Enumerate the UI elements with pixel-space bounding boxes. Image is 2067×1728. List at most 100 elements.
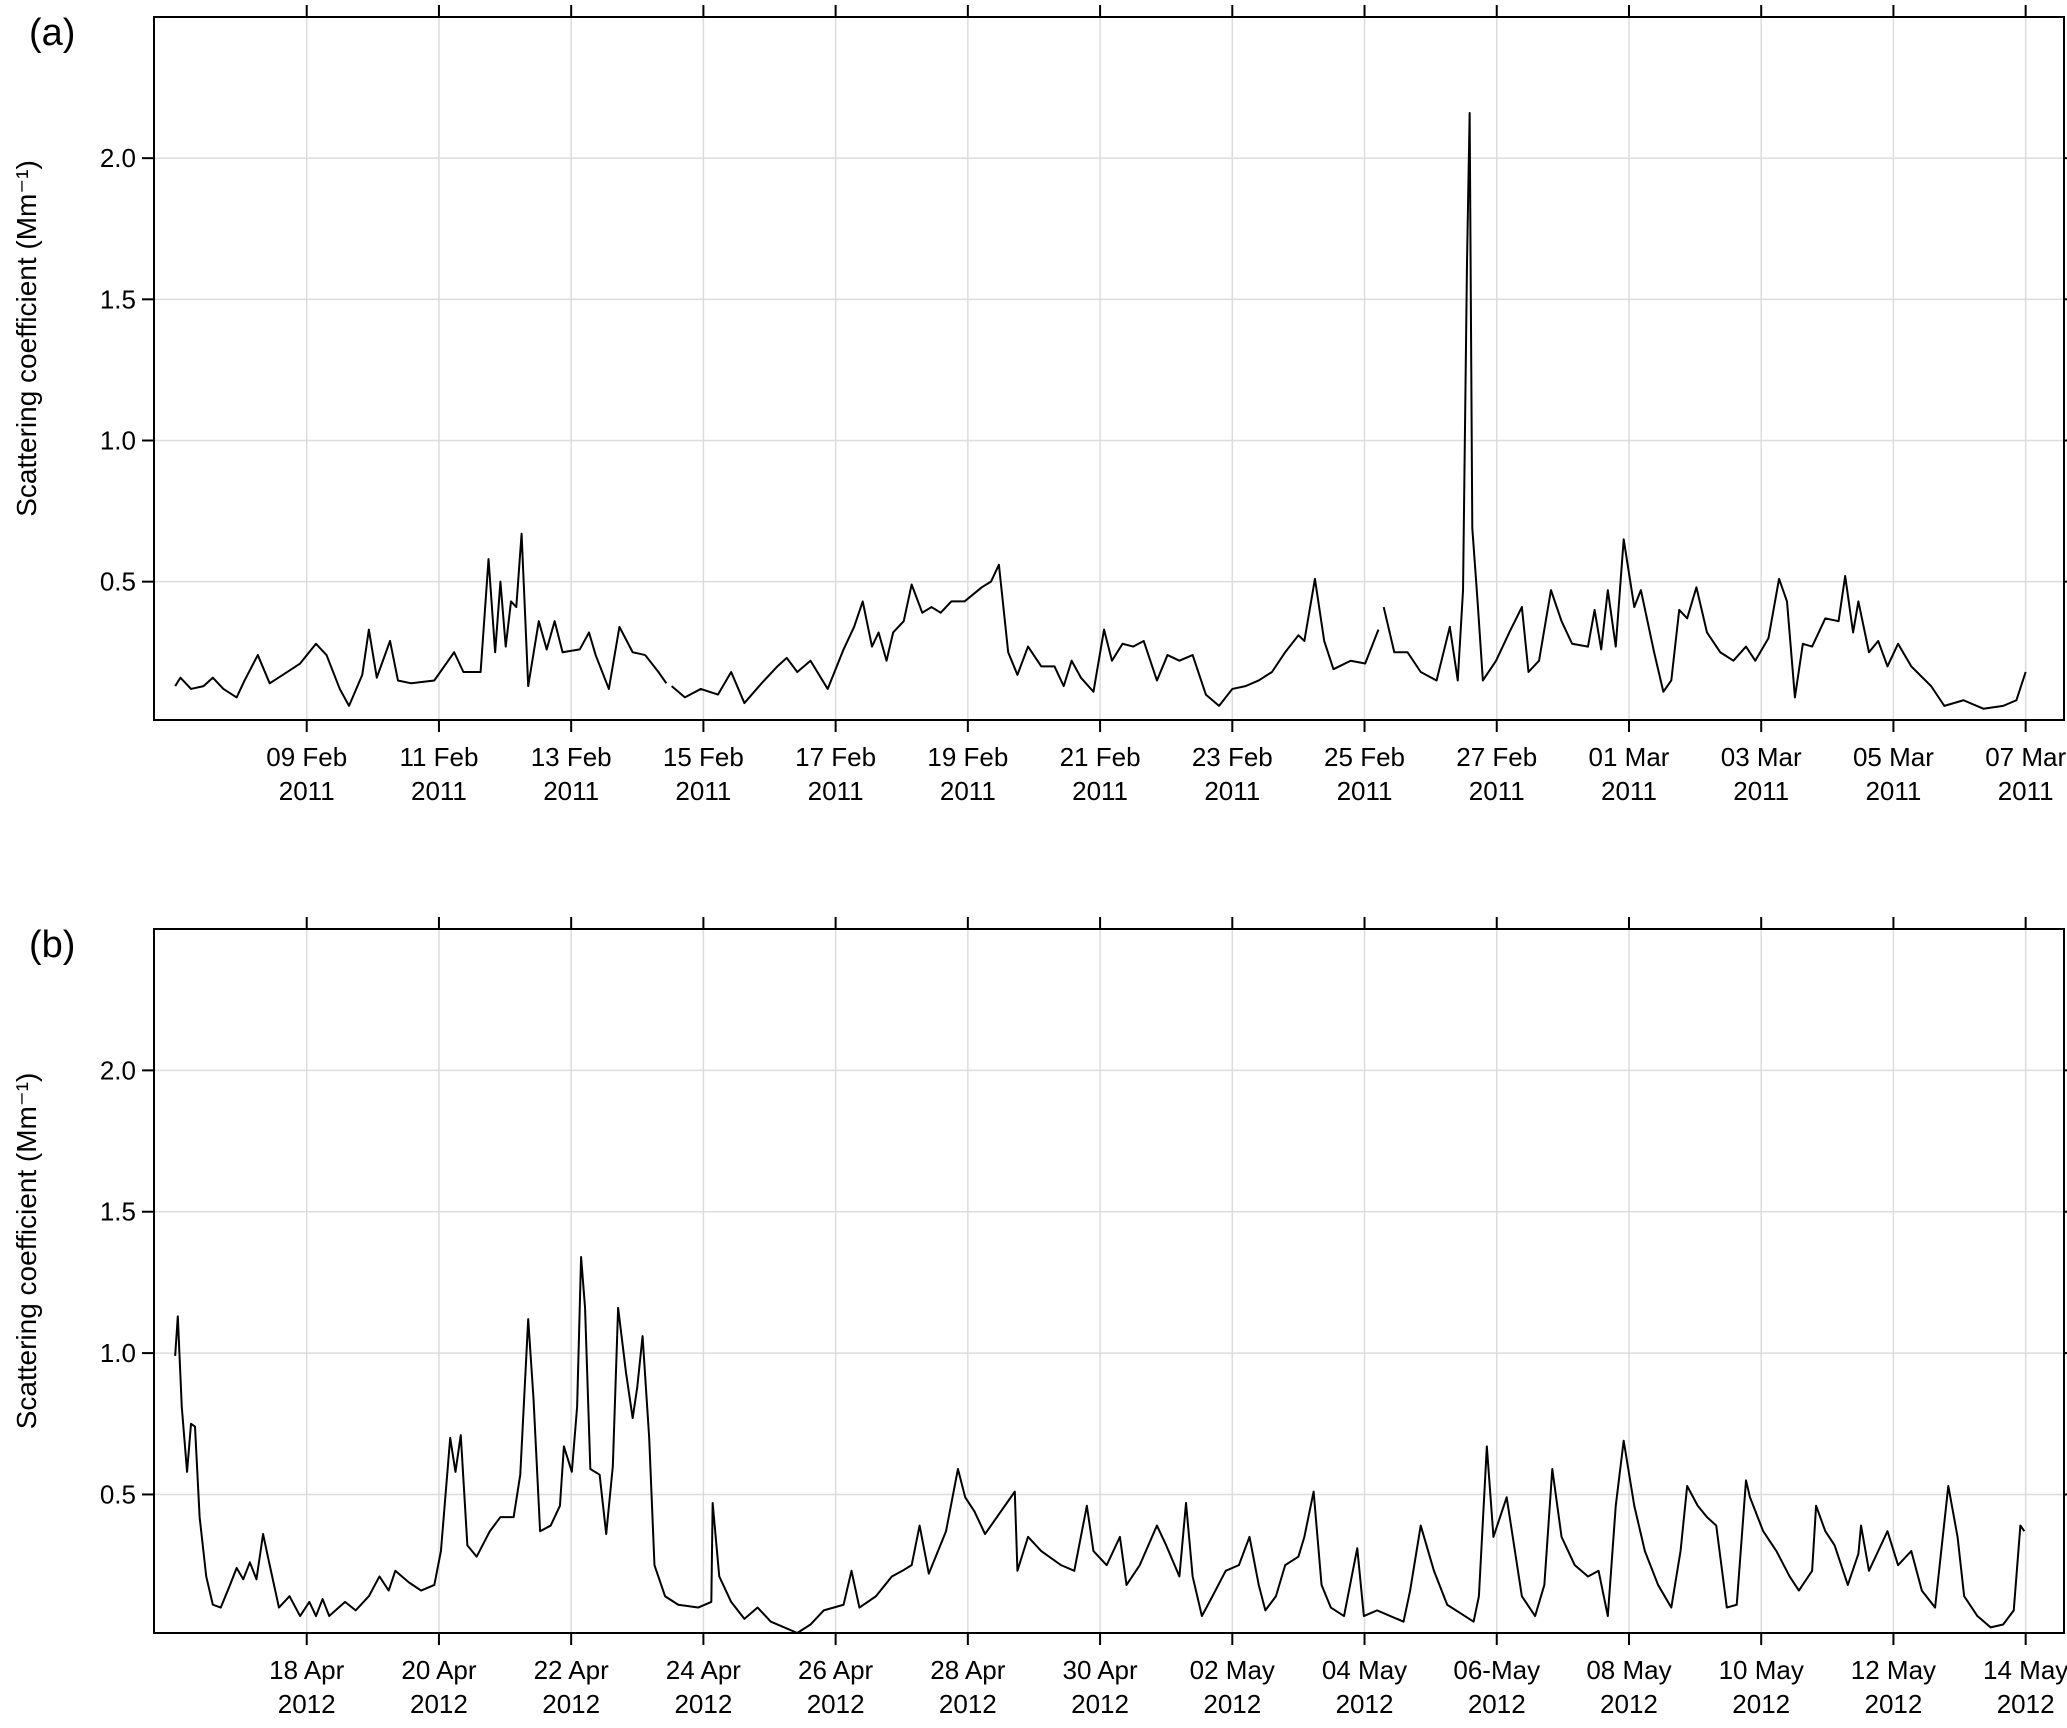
x-tick-label-line: 2012 bbox=[674, 1689, 732, 1719]
x-tick-label: 08 May 2012 bbox=[1586, 1655, 1671, 1719]
x-tick-label-line: 2011 bbox=[1998, 776, 2054, 806]
x-tick-label-line: 30 Apr bbox=[1062, 1655, 1138, 1685]
x-tick-label: 18 Apr 2012 bbox=[269, 1655, 345, 1719]
x-tick-label-line: 2011 bbox=[808, 776, 864, 806]
plot-frame bbox=[153, 928, 2065, 1634]
x-tick-label: 20 Apr 2012 bbox=[401, 1655, 477, 1719]
x-tick-label: 01 Mar 2011 bbox=[1589, 742, 1670, 806]
x-tick-label-line: 08 May bbox=[1586, 1655, 1671, 1685]
x-tick-label: 11 Feb 2011 bbox=[399, 742, 478, 806]
x-tick-label: 14 May 2012 bbox=[1983, 1655, 2067, 1719]
x-tick-label-line: 2011 bbox=[411, 776, 467, 806]
x-tick-label: 05 Mar 2011 bbox=[1853, 742, 1934, 806]
x-tick-label-line: 2012 bbox=[1468, 1689, 1526, 1719]
data-line bbox=[174, 111, 2027, 710]
x-tick-label-line: 17 Feb bbox=[795, 742, 876, 772]
x-tick-label-line: 2012 bbox=[410, 1689, 468, 1719]
x-tick-label: 10 May 2012 bbox=[1719, 1655, 1804, 1719]
x-tick-label-line: 04 May bbox=[1322, 1655, 1407, 1685]
x-tick-label-line: 20 Apr bbox=[401, 1655, 477, 1685]
x-tick-label-line: 2011 bbox=[1733, 776, 1789, 806]
x-tick-label-line: 2012 bbox=[1203, 1689, 1261, 1719]
x-tick-label: 12 May 2012 bbox=[1851, 1655, 1936, 1719]
panel-label: (b) bbox=[29, 924, 75, 966]
x-tick-label-line: 2011 bbox=[279, 776, 335, 806]
x-tick-label-line: 27 Feb bbox=[1456, 742, 1537, 772]
x-tick-label-line: 10 May bbox=[1719, 1655, 1804, 1685]
x-tick-label: 15 Feb 2011 bbox=[663, 742, 744, 806]
y-axis-label: Scattering coefficient (Mm⁻¹) bbox=[11, 1073, 42, 1430]
x-tick-label-line: 21 Feb bbox=[1060, 742, 1141, 772]
x-tick-label-line: 2011 bbox=[1601, 776, 1657, 806]
x-tick-label: 22 Apr 2012 bbox=[534, 1655, 610, 1719]
y-tick-label: 1.5 bbox=[100, 1197, 136, 1227]
x-tick-label-line: 02 May bbox=[1190, 1655, 1275, 1685]
x-tick-label-line: 12 May bbox=[1851, 1655, 1936, 1685]
x-tick-label-line: 2011 bbox=[543, 776, 599, 806]
x-tick-label-line: 13 Feb bbox=[531, 742, 612, 772]
x-tick-label-line: 2011 bbox=[1337, 776, 1393, 806]
x-tick-label-line: 07 Mar bbox=[1985, 742, 2066, 772]
y-tick-label: 2.0 bbox=[100, 143, 136, 173]
x-tick-label: 26 Apr 2012 bbox=[798, 1655, 874, 1719]
y-tick-label: 2.0 bbox=[100, 1055, 136, 1085]
y-tick-label: 1.0 bbox=[100, 425, 136, 455]
x-tick-label-line: 11 Feb bbox=[399, 742, 478, 772]
x-tick-label-line: 14 May bbox=[1983, 1655, 2067, 1685]
x-tick-label-line: 23 Feb bbox=[1192, 742, 1273, 772]
x-tick-label: 07 Mar 2011 bbox=[1985, 742, 2066, 806]
x-tick-label-line: 2012 bbox=[1997, 1689, 2055, 1719]
x-tick-label-line: 2012 bbox=[542, 1689, 600, 1719]
x-tick-label-line: 2012 bbox=[939, 1689, 997, 1719]
x-tick-label: 13 Feb 2011 bbox=[531, 742, 612, 806]
x-tick-label-line: 2011 bbox=[1204, 776, 1260, 806]
x-tick-label-line: 28 Apr bbox=[930, 1655, 1006, 1685]
y-tick-label: 1.0 bbox=[100, 1338, 136, 1368]
x-tick-label-line: 03 Mar bbox=[1721, 742, 1802, 772]
x-tick-label-line: 01 Mar bbox=[1589, 742, 1670, 772]
x-tick-label: 04 May 2012 bbox=[1322, 1655, 1407, 1719]
x-tick-label-line: 2012 bbox=[1732, 1689, 1790, 1719]
x-tick-label-line: 22 Apr bbox=[534, 1655, 610, 1685]
x-tick-label: 30 Apr 2012 bbox=[1062, 1655, 1138, 1719]
y-tick-label: 0.5 bbox=[100, 1479, 136, 1509]
x-tick-label-line: 18 Apr bbox=[269, 1655, 345, 1685]
x-tick-label-line: 15 Feb bbox=[663, 742, 744, 772]
x-tick-label: 24 Apr 2012 bbox=[666, 1655, 742, 1719]
x-tick-label: 02 May 2012 bbox=[1190, 1655, 1275, 1719]
x-tick-label-line: 2012 bbox=[1865, 1689, 1923, 1719]
x-tick-label-line: 05 Mar bbox=[1853, 742, 1934, 772]
x-tick-label: 27 Feb 2011 bbox=[1456, 742, 1537, 806]
x-tick-label: 23 Feb 2011 bbox=[1192, 742, 1273, 806]
x-tick-label-line: 2012 bbox=[278, 1689, 336, 1719]
x-tick-label: 09 Feb 2011 bbox=[266, 742, 347, 806]
y-tick-label: 0.5 bbox=[100, 567, 136, 597]
x-tick-label-line: 24 Apr bbox=[666, 1655, 742, 1685]
x-tick-label-line: 2012 bbox=[1336, 1689, 1394, 1719]
x-tick-label-line: 2011 bbox=[1865, 776, 1921, 806]
x-tick-label: 06-May 2012 bbox=[1453, 1655, 1540, 1719]
x-tick-label-line: 2012 bbox=[1600, 1689, 1658, 1719]
x-tick-label-line: 06-May bbox=[1453, 1655, 1540, 1685]
x-tick-label: 17 Feb 2011 bbox=[795, 742, 876, 806]
x-tick-label: 28 Apr 2012 bbox=[930, 1655, 1006, 1719]
x-tick-label-line: 2012 bbox=[1071, 1689, 1129, 1719]
x-tick-label-line: 2011 bbox=[675, 776, 731, 806]
x-tick-label-line: 2012 bbox=[807, 1689, 865, 1719]
x-tick-label: 03 Mar 2011 bbox=[1721, 742, 1802, 806]
x-tick-label: 21 Feb 2011 bbox=[1060, 742, 1141, 806]
x-tick-label: 19 Feb 2011 bbox=[927, 742, 1008, 806]
x-tick-label-line: 2011 bbox=[940, 776, 996, 806]
y-axis-label: Scattering coefficient (Mm⁻¹) bbox=[11, 160, 42, 517]
panel-label: (a) bbox=[29, 12, 75, 54]
y-tick-label: 1.5 bbox=[100, 284, 136, 314]
plot-frame bbox=[153, 16, 2065, 721]
x-tick-label-line: 26 Apr bbox=[798, 1655, 874, 1685]
x-tick-label: 25 Feb 2011 bbox=[1324, 742, 1405, 806]
x-tick-label-line: 19 Feb bbox=[927, 742, 1008, 772]
x-tick-label-line: 09 Feb bbox=[266, 742, 347, 772]
data-line bbox=[174, 1255, 2026, 1634]
x-tick-label-line: 2011 bbox=[1469, 776, 1525, 806]
